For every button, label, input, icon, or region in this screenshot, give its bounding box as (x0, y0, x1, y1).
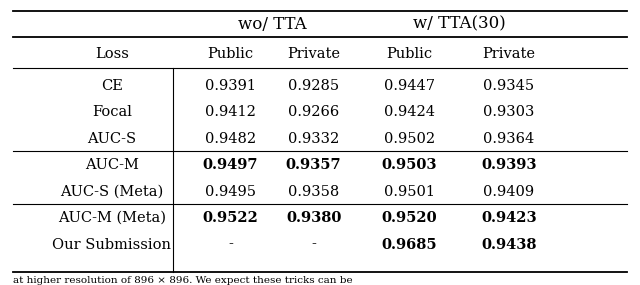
Text: w/ TTA(30): w/ TTA(30) (413, 16, 506, 33)
Text: 0.9412: 0.9412 (205, 105, 256, 119)
Text: 0.9482: 0.9482 (205, 131, 256, 146)
Text: Loss: Loss (95, 46, 129, 61)
Text: 0.9285: 0.9285 (288, 78, 339, 93)
Text: AUC-M (Meta): AUC-M (Meta) (58, 211, 166, 225)
Text: 0.9303: 0.9303 (483, 105, 534, 119)
Text: CE: CE (101, 78, 123, 93)
Text: 0.9423: 0.9423 (481, 211, 536, 225)
Text: at higher resolution of 896 × 896. We expect these tricks can be: at higher resolution of 896 × 896. We ex… (13, 276, 353, 285)
Text: wo/ TTA: wo/ TTA (237, 16, 307, 33)
Text: Public: Public (207, 46, 253, 61)
Text: 0.9409: 0.9409 (483, 184, 534, 199)
Text: 0.9391: 0.9391 (205, 78, 256, 93)
Text: 0.9501: 0.9501 (384, 184, 435, 199)
Text: 0.9345: 0.9345 (483, 78, 534, 93)
Text: -: - (228, 237, 233, 252)
Text: 0.9266: 0.9266 (288, 105, 339, 119)
Text: 0.9380: 0.9380 (286, 211, 341, 225)
Text: 0.9364: 0.9364 (483, 131, 534, 146)
Text: 0.9447: 0.9447 (384, 78, 435, 93)
Text: 0.9424: 0.9424 (384, 105, 435, 119)
Text: 0.9358: 0.9358 (288, 184, 339, 199)
Text: Our Submission: Our Submission (52, 237, 172, 252)
Text: Private: Private (287, 46, 340, 61)
Text: 0.9357: 0.9357 (286, 158, 341, 172)
Text: 0.9495: 0.9495 (205, 184, 256, 199)
Text: 0.9497: 0.9497 (203, 158, 258, 172)
Text: -: - (311, 237, 316, 252)
Text: AUC-S (Meta): AUC-S (Meta) (60, 184, 164, 199)
Text: 0.9522: 0.9522 (202, 211, 259, 225)
Text: 0.9393: 0.9393 (481, 158, 536, 172)
Text: 0.9332: 0.9332 (288, 131, 339, 146)
Text: Focal: Focal (92, 105, 132, 119)
Text: 0.9503: 0.9503 (382, 158, 437, 172)
Text: AUC-M: AUC-M (85, 158, 139, 172)
Text: 0.9685: 0.9685 (382, 237, 437, 252)
Text: 0.9502: 0.9502 (384, 131, 435, 146)
Text: Public: Public (387, 46, 433, 61)
Text: 0.9520: 0.9520 (382, 211, 437, 225)
Text: AUC-S: AUC-S (88, 131, 136, 146)
Text: Private: Private (483, 46, 535, 61)
Text: 0.9438: 0.9438 (481, 237, 536, 252)
